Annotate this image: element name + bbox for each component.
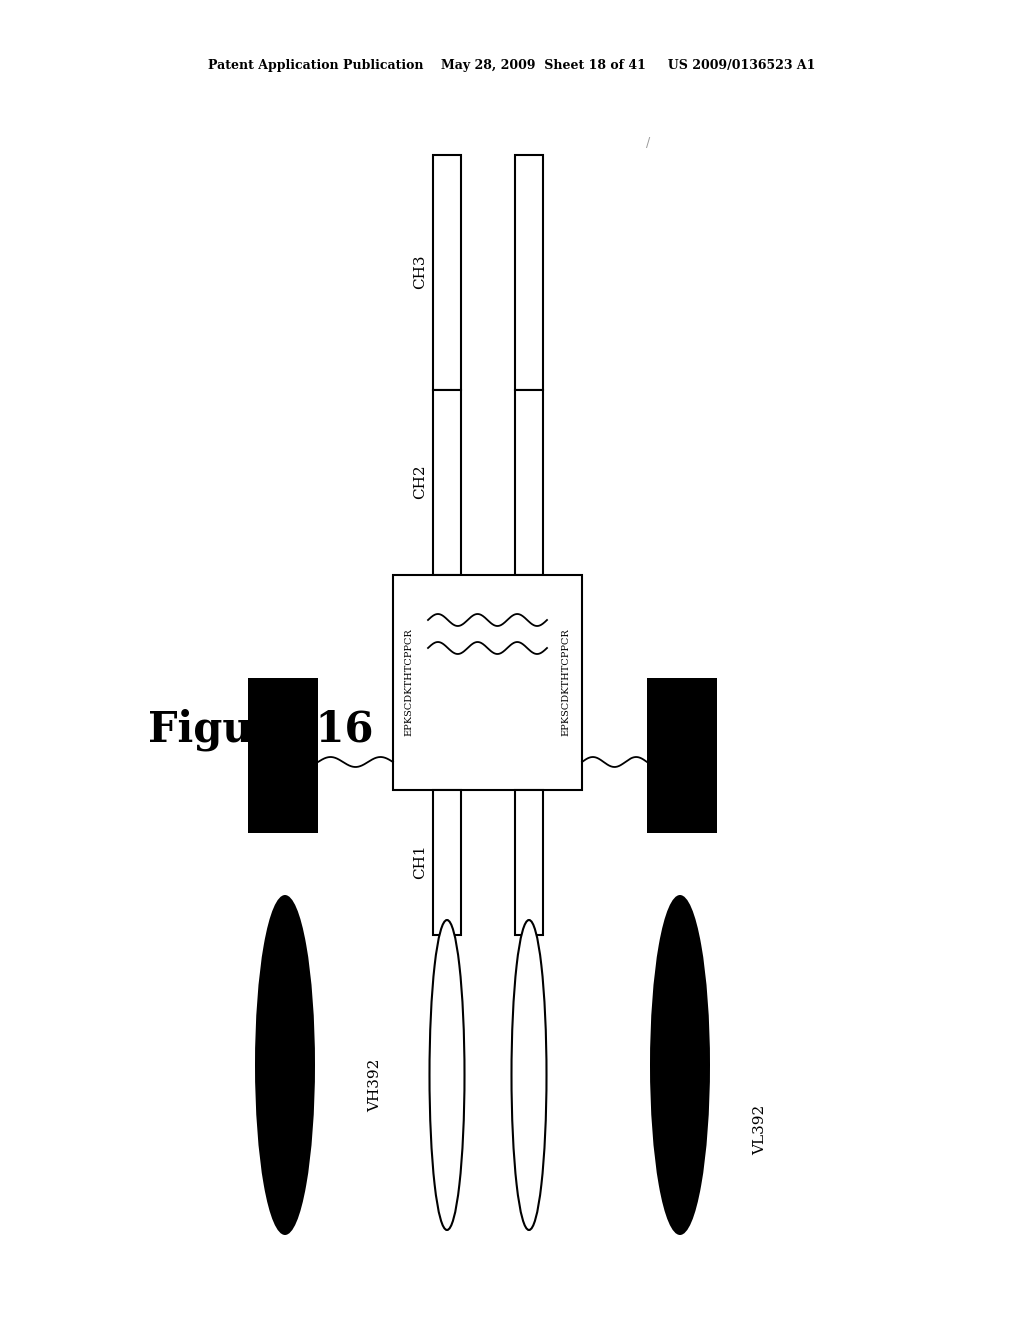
Bar bbox=[248, 678, 318, 833]
Bar bbox=[515, 789, 543, 935]
Text: CH2: CH2 bbox=[413, 465, 427, 499]
Text: VH392: VH392 bbox=[368, 1059, 382, 1111]
Text: EPKSCDKTHTCPPCR: EPKSCDKTHTCPPCR bbox=[561, 628, 570, 737]
Text: Figure 16: Figure 16 bbox=[148, 709, 374, 751]
Ellipse shape bbox=[512, 920, 547, 1230]
Bar bbox=[433, 154, 461, 389]
Ellipse shape bbox=[255, 895, 315, 1236]
Bar bbox=[515, 389, 543, 576]
Text: /: / bbox=[646, 136, 650, 149]
Bar bbox=[433, 389, 461, 576]
Bar bbox=[393, 576, 582, 789]
Text: VL392: VL392 bbox=[753, 1105, 767, 1155]
Ellipse shape bbox=[650, 895, 710, 1236]
Ellipse shape bbox=[429, 920, 465, 1230]
Text: CH3: CH3 bbox=[413, 255, 427, 289]
Text: EPKSCDKTHTCPPCR: EPKSCDKTHTCPPCR bbox=[404, 628, 414, 737]
Bar bbox=[433, 789, 461, 935]
Bar bbox=[647, 678, 717, 833]
Text: Patent Application Publication    May 28, 2009  Sheet 18 of 41     US 2009/01365: Patent Application Publication May 28, 2… bbox=[208, 58, 816, 71]
Text: CH1: CH1 bbox=[413, 845, 427, 879]
Bar bbox=[515, 154, 543, 389]
